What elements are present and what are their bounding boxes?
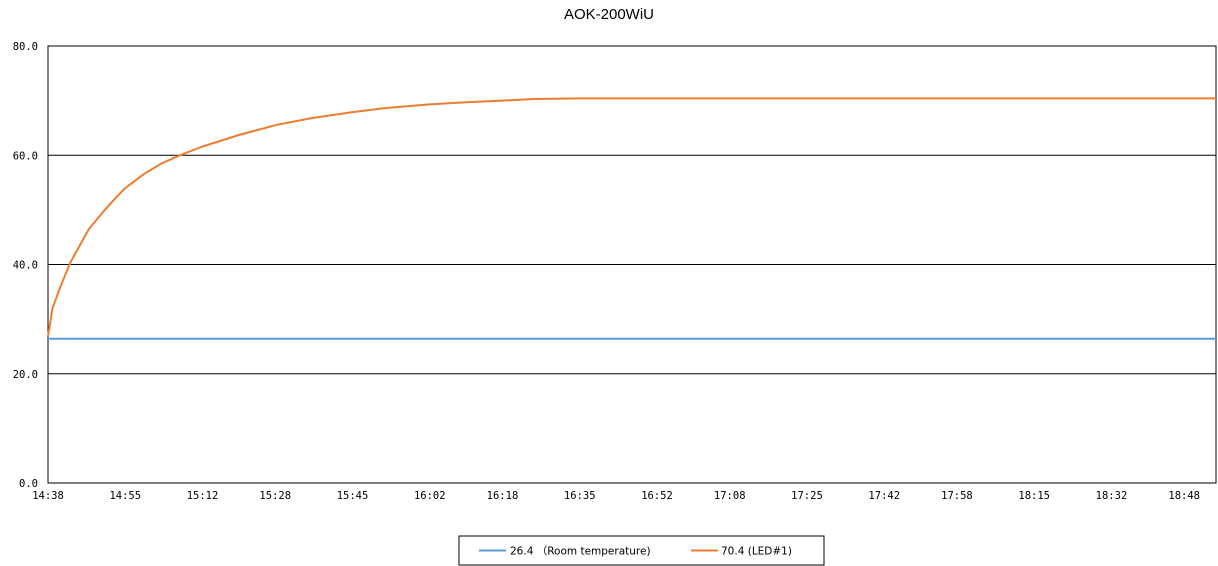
y-tick-label: 0.0	[19, 478, 38, 490]
y-tick-label: 60.0	[13, 150, 38, 162]
y-tick-label: 40.0	[13, 260, 38, 272]
x-tick-label: 18:15	[1018, 490, 1050, 502]
x-tick-label: 14:55	[109, 490, 141, 502]
x-tick-label: 16:52	[641, 490, 673, 502]
x-tick-label: 16:02	[414, 490, 446, 502]
x-tick-label: 16:18	[487, 490, 519, 502]
legend-label: 70.4 (LED#1)	[721, 546, 792, 558]
x-tick-label: 17:58	[941, 490, 973, 502]
series-line-led1	[47, 97, 1216, 337]
x-tick-label: 15:45	[337, 490, 369, 502]
legend-label: 26.4 （Room temperature)	[510, 546, 651, 558]
chart-title: AOK-200WiU	[563, 6, 655, 23]
x-tick-label: 14:38	[32, 490, 64, 502]
x-tick-label: 15:12	[187, 490, 219, 502]
x-tick-label: 15:28	[259, 490, 291, 502]
x-tick-label: 18:48	[1168, 490, 1200, 502]
x-tick-label: 17:25	[791, 490, 823, 502]
legend	[458, 535, 825, 566]
x-tick-label: 17:42	[868, 490, 900, 502]
x-tick-label: 17:08	[714, 490, 746, 502]
x-tick-label: 16:35	[564, 490, 596, 502]
x-tick-label: 18:32	[1096, 490, 1128, 502]
y-tick-label: 20.0	[13, 369, 38, 381]
y-tick-label: 80.0	[13, 41, 38, 53]
